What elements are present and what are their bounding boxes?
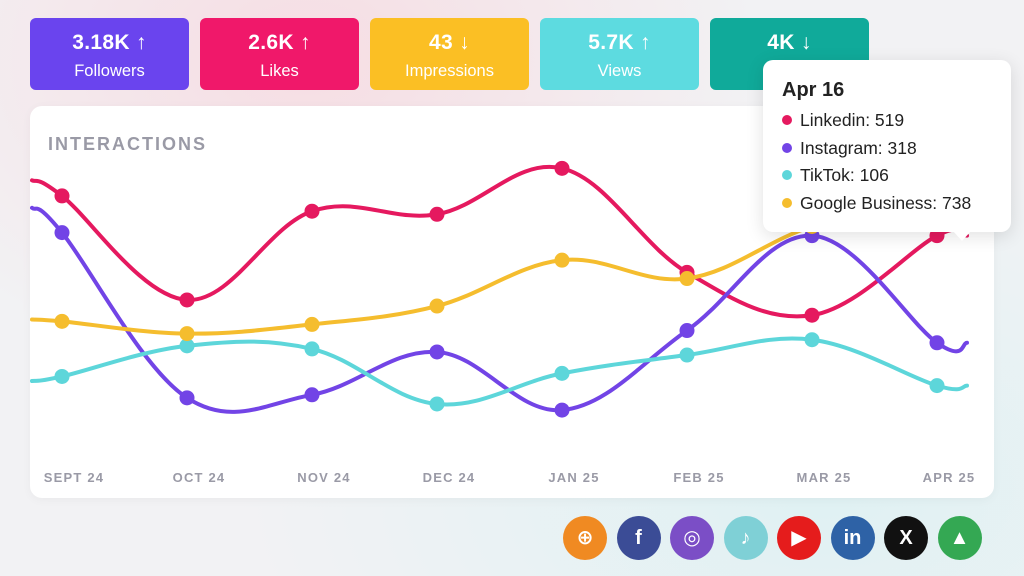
google-ads-icon[interactable]: ▲ <box>937 516 982 560</box>
data-point-instagram[interactable] <box>679 323 695 339</box>
data-point-linkedin[interactable] <box>554 160 570 176</box>
data-point-google-business[interactable] <box>304 316 320 332</box>
data-point-tiktok[interactable] <box>304 341 320 357</box>
data-point-instagram[interactable] <box>179 390 195 406</box>
x-icon[interactable]: X <box>884 516 928 560</box>
stat-label: Views <box>597 62 642 80</box>
data-point-tiktok[interactable] <box>804 332 820 348</box>
data-point-linkedin[interactable] <box>429 206 445 222</box>
stat-value: 3.18K ↑ <box>72 31 147 54</box>
instagram-dot-icon <box>782 142 792 153</box>
series-line-linkedin <box>30 164 969 319</box>
data-point-instagram[interactable] <box>54 225 70 241</box>
stat-card-impressions[interactable]: 43 ↓ Impressions <box>370 18 529 90</box>
data-point-instagram[interactable] <box>429 344 445 360</box>
data-point-tiktok[interactable] <box>554 365 570 381</box>
stat-label: Followers <box>74 62 145 80</box>
tiktok-icon[interactable]: ♪ <box>723 516 768 560</box>
x-tick-label: MAR 25 <box>797 470 852 485</box>
data-point-tiktok[interactable] <box>679 347 695 363</box>
arrow-down-icon: ↓ <box>800 31 812 54</box>
tooltip-row-linkedin: Linkedin: 519 <box>782 107 1011 135</box>
arrow-up-icon: ↑ <box>299 31 311 54</box>
data-point-instagram[interactable] <box>554 402 570 418</box>
tooltip-row-google-business: Google Business: 738 <box>782 190 1011 218</box>
data-point-google-business[interactable] <box>179 326 195 342</box>
data-point-tiktok[interactable] <box>929 378 945 394</box>
stat-value: 2.6K ↑ <box>248 31 311 54</box>
stat-label: Impressions <box>405 62 494 80</box>
series-line-instagram <box>30 205 969 414</box>
x-tick-label: NOV 24 <box>297 470 350 485</box>
data-point-instagram[interactable] <box>929 335 945 351</box>
google-business-dot-icon <box>782 197 792 208</box>
stat-value: 43 ↓ <box>429 31 470 54</box>
stat-card-views[interactable]: 5.7K ↑ Views <box>540 18 699 90</box>
data-point-tiktok[interactable] <box>179 338 195 354</box>
x-tick-label: DEC 24 <box>423 470 476 485</box>
tooltip-row-tiktok: TikTok: 106 <box>782 162 1011 190</box>
globe-icon[interactable]: ⊕ <box>563 516 607 560</box>
series-line-tiktok <box>30 336 969 407</box>
stat-label: Likes <box>260 62 299 80</box>
tooltip-pointer <box>953 231 971 241</box>
chart-tooltip: Apr 16 Linkedin: 519 Instagram: 318 TikT… <box>763 60 1011 241</box>
data-point-tiktok[interactable] <box>54 368 70 384</box>
data-point-google-business[interactable] <box>429 298 445 314</box>
stat-card-followers[interactable]: 3.18K ↑ Followers <box>30 18 189 90</box>
x-tick-label: OCT 24 <box>173 470 226 485</box>
data-point-linkedin[interactable] <box>54 188 70 204</box>
data-point-linkedin[interactable] <box>304 203 320 219</box>
data-point-google-business[interactable] <box>554 252 570 268</box>
arrow-up-icon: ↑ <box>639 31 651 54</box>
instagram-icon[interactable]: ◎ <box>670 516 714 560</box>
youtube-icon[interactable]: ▶ <box>777 516 821 560</box>
data-point-linkedin[interactable] <box>804 307 820 323</box>
facebook-icon[interactable]: f <box>616 516 661 560</box>
stat-value: 4K ↓ <box>767 31 812 54</box>
data-point-linkedin[interactable] <box>179 292 195 308</box>
x-tick-label: SEPT 24 <box>44 470 104 485</box>
data-point-google-business[interactable] <box>54 313 70 329</box>
stat-value: 5.7K ↑ <box>588 31 651 54</box>
data-point-google-business[interactable] <box>679 271 695 287</box>
data-point-instagram[interactable] <box>304 387 320 403</box>
x-tick-label: JAN 25 <box>548 470 599 485</box>
tiktok-dot-icon <box>782 170 792 180</box>
stat-card-likes[interactable]: 2.6K ↑ Likes <box>200 18 359 90</box>
x-tick-label: FEB 25 <box>673 470 724 485</box>
linkedin-icon[interactable]: in <box>830 516 875 560</box>
x-tick-label: APR 25 <box>923 470 976 485</box>
tooltip-row-instagram: Instagram: 318 <box>782 135 1011 163</box>
arrow-down-icon: ↓ <box>459 31 470 54</box>
interactions-line-chart: SEPT 24 OCT 24 NOV 24 DEC 24 JAN 25 FEB 25 MAR… <box>30 160 976 485</box>
arrow-up-icon: ↑ <box>135 31 147 54</box>
chart-title: INTERACTIONS <box>48 134 207 154</box>
linkedin-dot-icon <box>782 115 792 125</box>
data-point-tiktok[interactable] <box>429 396 445 412</box>
tooltip-date: Apr 16 <box>782 79 845 101</box>
